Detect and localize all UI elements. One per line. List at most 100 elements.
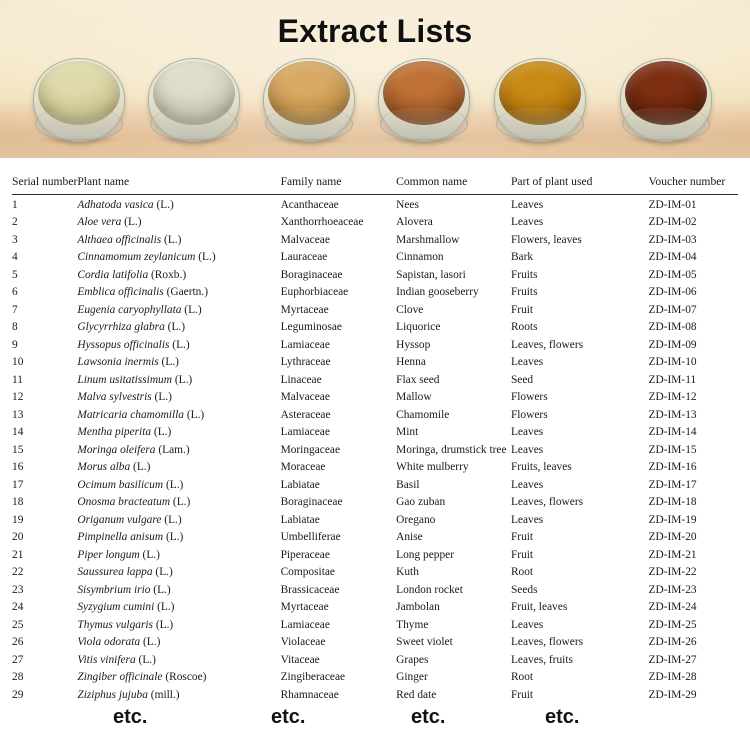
scientific-name: Syzygium cumini bbox=[77, 601, 155, 614]
cell-serial-number: 9 bbox=[12, 338, 18, 351]
cell-serial-number: 2 bbox=[12, 216, 18, 229]
author-citation: (L.) bbox=[181, 303, 202, 316]
cell-serial-number: 18 bbox=[12, 496, 24, 509]
cell-plant-name: Syzygium cumini (L.) bbox=[77, 599, 280, 617]
cell-voucher-number: ZD-IM-15 bbox=[648, 443, 697, 456]
column-header-family-name: Family name bbox=[280, 176, 397, 195]
author-citation: (L.) bbox=[170, 496, 191, 509]
scientific-name: Cinnamomum zeylanicum bbox=[77, 251, 196, 264]
cell-common-name: White mulberry bbox=[396, 461, 469, 474]
cell-common-name: Sweet violet bbox=[396, 636, 453, 649]
cell-serial-number: 10 bbox=[12, 356, 24, 369]
scientific-name: Viola odorata bbox=[77, 636, 141, 649]
cell-plant-name: Malva sylvestris (L.) bbox=[77, 389, 280, 407]
cell-serial-number: 22 bbox=[12, 566, 24, 579]
cell-serial-number: 11 bbox=[12, 373, 23, 386]
cell-common-name: Cinnamon bbox=[396, 251, 444, 264]
scientific-name: Sisymbrium irio bbox=[77, 583, 151, 596]
scientific-name: Zingiber officinale bbox=[77, 671, 163, 684]
cell-family-name: Zingiberaceae bbox=[280, 671, 346, 684]
cell-family-name: Lamiaceae bbox=[280, 618, 330, 631]
cell-voucher-number: ZD-IM-04 bbox=[648, 251, 697, 264]
cell-family-name: Malvaceae bbox=[280, 391, 330, 404]
cell-serial-number: 16 bbox=[12, 461, 24, 474]
cell-plant-name: Glycyrrhiza glabra (L.) bbox=[77, 319, 280, 337]
cell-part-of-plant: Leaves bbox=[510, 618, 544, 631]
cell-serial-number: 13 bbox=[12, 408, 24, 421]
continuation-marker: etc. bbox=[113, 706, 148, 728]
table-row: 10 Lawsonia inermis (L.) Lythraceae Henna Le… bbox=[12, 354, 738, 372]
table-row: 21 Piper longum (L.) Piperaceae Long pepper… bbox=[12, 547, 738, 565]
cell-common-name: Flax seed bbox=[396, 373, 440, 386]
author-citation: (L.) bbox=[163, 531, 184, 544]
cell-family-name: Vitaceae bbox=[280, 653, 320, 666]
cell-common-name: Red date bbox=[396, 688, 437, 701]
scientific-name: Aloe vera bbox=[77, 216, 122, 229]
author-citation: (L.) bbox=[163, 478, 184, 491]
table-row: 12 Malva sylvestris (L.) Malvaceae Mallow Fl… bbox=[12, 389, 738, 407]
cell-family-name: Labiatae bbox=[280, 478, 320, 491]
cell-family-name: Umbelliferae bbox=[280, 531, 341, 544]
scientific-name: Moringa oleifera bbox=[77, 443, 156, 456]
cell-plant-name: Aloe vera (L.) bbox=[77, 214, 280, 232]
cell-serial-number: 20 bbox=[12, 531, 24, 544]
cell-part-of-plant: Leaves, flowers bbox=[510, 636, 584, 649]
cell-serial-number: 17 bbox=[12, 478, 24, 491]
cell-part-of-plant: Fruit bbox=[510, 531, 534, 544]
table-row: 16 Morus alba (L.) Moraceae White mulberry F… bbox=[12, 459, 738, 477]
cell-family-name: Boraginaceae bbox=[280, 268, 343, 281]
page-title: Extract Lists bbox=[277, 13, 473, 49]
cell-voucher-number: ZD-IM-11 bbox=[648, 373, 697, 386]
table-row: 22 Saussurea lappa (L.) Compositae Kuth Root… bbox=[12, 564, 738, 582]
scientific-name: Ziziphus jujuba bbox=[77, 688, 148, 701]
powder-dish-6 bbox=[620, 58, 712, 145]
table-row: 24 Syzygium cumini (L.) Myrtaceae Jambolan F… bbox=[12, 599, 738, 617]
author-citation: (L.) bbox=[135, 653, 156, 666]
author-citation: (L.) bbox=[164, 321, 186, 334]
table-header: Serial number Plant name Family name Com… bbox=[12, 176, 738, 195]
table-row: 6 Emblica officinalis (Gaertn.) Euphorbiac… bbox=[12, 284, 738, 302]
cell-common-name: Mint bbox=[396, 426, 419, 439]
column-header-voucher-number: Voucher number bbox=[648, 176, 738, 195]
cell-part-of-plant: Flowers bbox=[510, 408, 548, 421]
author-citation: (L.) bbox=[130, 461, 151, 474]
cell-plant-name: Ocimum basilicum (L.) bbox=[77, 477, 280, 495]
scientific-name: Malva sylvestris bbox=[77, 391, 152, 404]
cell-family-name: Acanthaceae bbox=[280, 198, 339, 211]
cell-voucher-number: ZD-IM-28 bbox=[648, 671, 697, 684]
cell-part-of-plant: Leaves bbox=[510, 513, 544, 526]
cell-plant-name: Morus alba (L.) bbox=[77, 459, 280, 477]
powder-dish-2 bbox=[148, 58, 240, 145]
scientific-name: Ocimum basilicum bbox=[77, 478, 164, 491]
cell-common-name: Liquorice bbox=[396, 321, 441, 334]
scientific-name: Althaea officinalis bbox=[77, 233, 162, 246]
cell-voucher-number: ZD-IM-17 bbox=[648, 478, 697, 491]
table-row: 13 Matricaria chamomilla (L.) Asteraceae Ch… bbox=[12, 407, 738, 425]
cell-part-of-plant: Leaves bbox=[510, 216, 544, 229]
cell-serial-number: 4 bbox=[12, 251, 18, 264]
scientific-name: Thymus vulgaris bbox=[77, 618, 153, 631]
author-citation: (L.) bbox=[161, 233, 182, 246]
cell-voucher-number: ZD-IM-02 bbox=[648, 216, 697, 229]
cell-voucher-number: ZD-IM-01 bbox=[648, 198, 697, 211]
cell-family-name: Lauraceae bbox=[280, 251, 328, 264]
cell-common-name: Oregano bbox=[396, 513, 436, 526]
cell-common-name: Indian gooseberry bbox=[396, 286, 479, 299]
dish-rim bbox=[380, 108, 468, 140]
table-header-row: Serial number Plant name Family name Com… bbox=[12, 176, 738, 195]
scientific-name: Mentha piperita bbox=[77, 426, 152, 439]
author-citation: (Gaertn.) bbox=[163, 286, 209, 299]
cell-voucher-number: ZD-IM-19 bbox=[648, 513, 697, 526]
powder-dish-3 bbox=[263, 58, 355, 145]
column-header-part-of-plant: Part of plant used bbox=[510, 176, 649, 195]
cell-common-name: Thyme bbox=[396, 618, 429, 631]
cell-voucher-number: ZD-IM-25 bbox=[648, 618, 697, 631]
scientific-name: Piper longum bbox=[77, 548, 140, 561]
cell-voucher-number: ZD-IM-23 bbox=[648, 583, 697, 596]
cell-plant-name: Althaea officinalis (L.) bbox=[77, 232, 280, 250]
extract-list-table: Serial number Plant name Family name Com… bbox=[12, 176, 738, 704]
continuation-row: etc. etc. etc. etc. bbox=[12, 706, 738, 736]
cell-family-name: Lythraceae bbox=[280, 356, 331, 369]
cell-family-name: Compositae bbox=[280, 566, 335, 579]
dish-rim bbox=[35, 108, 123, 140]
